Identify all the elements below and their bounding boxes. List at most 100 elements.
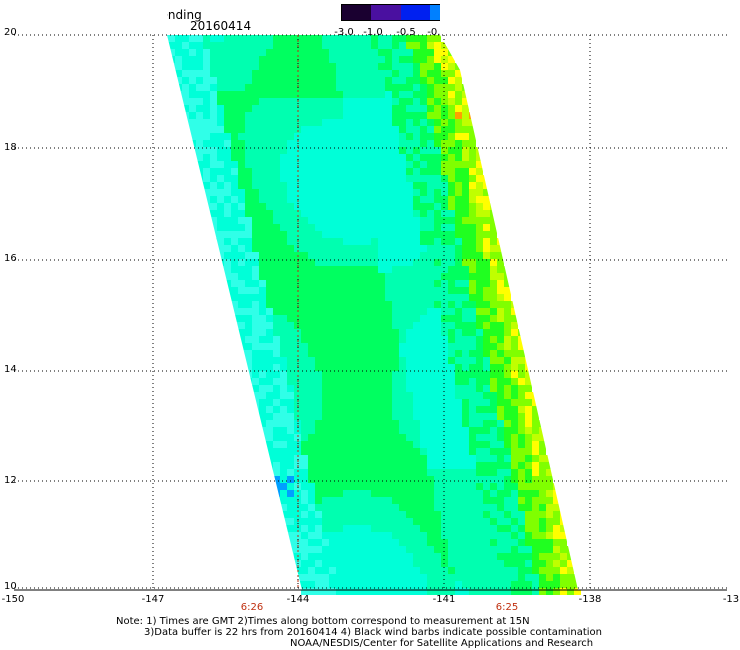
swath-cell: [462, 357, 469, 364]
swath-cell: [483, 259, 490, 266]
swath-cell: [343, 518, 350, 525]
swath-cell: [364, 427, 371, 434]
swath-cell: [336, 357, 343, 364]
swath-cell: [182, 77, 189, 84]
swath-cell: [406, 532, 413, 539]
swath-cell: [518, 427, 525, 434]
swath-cell: [399, 357, 406, 364]
swath-cell: [245, 364, 252, 371]
swath-cell: [224, 273, 231, 280]
swath-cell: [343, 238, 350, 245]
swath-cell: [343, 203, 350, 210]
swath-cell: [294, 266, 301, 273]
swath-cell: [434, 399, 441, 406]
swath-cell: [553, 518, 560, 525]
swath-cell: [301, 329, 308, 336]
swath-cell: [518, 343, 525, 350]
swath-cell: [539, 546, 546, 553]
color-scale-tick-label: -1.0: [363, 27, 383, 38]
swath-cell: [343, 182, 350, 189]
swath-cell: [406, 63, 413, 70]
swath-cell: [336, 210, 343, 217]
swath-cell: [315, 315, 322, 322]
swath-cell: [280, 329, 287, 336]
swath-cell: [518, 413, 525, 420]
swath-cell: [476, 462, 483, 469]
swath-cell: [490, 287, 497, 294]
swath-cell: [455, 203, 462, 210]
swath-cell: [357, 42, 364, 49]
swath-cell: [329, 203, 336, 210]
swath-cell: [392, 518, 399, 525]
swath-cell: [343, 168, 350, 175]
swath-cell: [378, 196, 385, 203]
swath-cell: [518, 392, 525, 399]
swath-cell: [217, 245, 224, 252]
swath-cell: [343, 301, 350, 308]
swath-cell: [287, 63, 294, 70]
swath-cell: [315, 112, 322, 119]
swath-cell: [448, 455, 455, 462]
swath-cell: [308, 315, 315, 322]
swath-cell: [385, 126, 392, 133]
swath-cell: [315, 70, 322, 77]
longitude-label-147: -147: [141, 594, 165, 605]
swath-cell: [392, 434, 399, 441]
swath-cell: [490, 259, 497, 266]
swath-cell: [364, 112, 371, 119]
swath-cell: [266, 378, 273, 385]
swath-cell: [469, 490, 476, 497]
swath-cell: [504, 546, 511, 553]
swath-cell: [315, 371, 322, 378]
swath-cell: [413, 280, 420, 287]
swath-cell: [469, 518, 476, 525]
swath-cell: [448, 427, 455, 434]
swath-cell: [525, 413, 532, 420]
swath-cell: [525, 434, 532, 441]
swath-cell: [385, 525, 392, 532]
swath-cell: [378, 217, 385, 224]
swath-cell: [280, 497, 287, 504]
swath-cell: [406, 175, 413, 182]
swath-cell: [287, 483, 294, 490]
swath-cell: [245, 252, 252, 259]
swath-cell: [182, 91, 189, 98]
swath-cell: [448, 287, 455, 294]
swath-cell: [518, 371, 525, 378]
swath-cell: [392, 77, 399, 84]
swath-cell: [399, 91, 406, 98]
swath-cell: [329, 189, 336, 196]
swath-cell: [322, 322, 329, 329]
swath-cell: [371, 266, 378, 273]
swath-cell: [336, 266, 343, 273]
swath-cell: [413, 504, 420, 511]
swath-cell: [518, 546, 525, 553]
swath-cell: [406, 567, 413, 574]
swath-cell: [441, 497, 448, 504]
swath-cell: [406, 56, 413, 63]
swath-cell: [273, 112, 280, 119]
swath-cell: [406, 504, 413, 511]
swath-cell: [483, 455, 490, 462]
swath-cell: [476, 434, 483, 441]
swath-cell: [399, 147, 406, 154]
swath-cell: [399, 203, 406, 210]
swath-cell: [280, 77, 287, 84]
swath-cell: [427, 490, 434, 497]
swath-cell: [266, 42, 273, 49]
swath-cell: [378, 56, 385, 63]
swath-cell: [483, 462, 490, 469]
swath-cell: [315, 518, 322, 525]
swath-cell: [203, 63, 210, 70]
swath-cell: [434, 364, 441, 371]
swath-cell: [511, 462, 518, 469]
swath-cell: [420, 245, 427, 252]
swath-cell: [385, 462, 392, 469]
swath-cell: [280, 175, 287, 182]
swath-cell: [301, 567, 308, 574]
swath-cell: [308, 105, 315, 112]
swath-cell: [343, 140, 350, 147]
swath-cell: [434, 560, 441, 567]
swath-cell: [301, 399, 308, 406]
swath-cell: [175, 42, 182, 49]
